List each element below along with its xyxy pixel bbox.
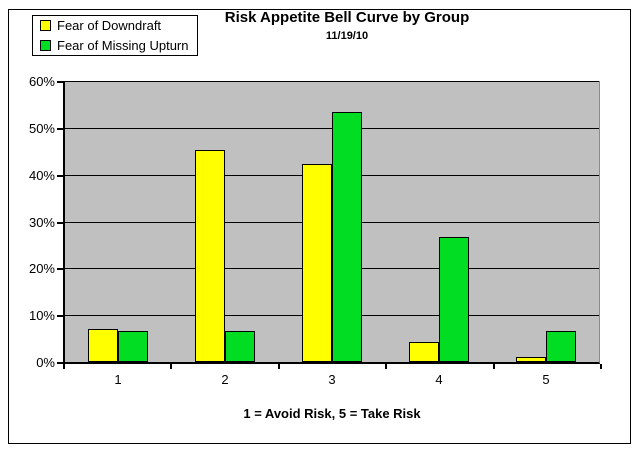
bar-series1-cat1: [118, 331, 148, 362]
x-tick-label-4: 4: [435, 372, 443, 387]
y-tick-40%: [57, 175, 63, 177]
bar-series1-cat3: [332, 112, 362, 362]
y-tick-60%: [57, 81, 63, 83]
y-tick-label-60%: 60%: [28, 74, 55, 89]
legend-item-downdraft: Fear of Downdraft: [40, 17, 197, 35]
x-axis-title: 1 = Avoid Risk, 5 = Take Risk: [243, 406, 421, 421]
bar-series1-cat4: [439, 237, 469, 362]
y-tick-30%: [57, 222, 63, 224]
x-tick-2: [278, 364, 280, 369]
legend-swatch-missing-upturn: [40, 40, 51, 51]
y-tick-50%: [57, 128, 63, 130]
x-tick-label-3: 3: [328, 372, 336, 387]
bar-series0-cat4: [409, 342, 439, 362]
legend-item-missing-upturn: Fear of Missing Upturn: [40, 37, 197, 55]
y-tick-label-0%: 0%: [36, 355, 55, 370]
x-tick-label-5: 5: [542, 372, 550, 387]
y-tick-label-10%: 10%: [28, 308, 55, 323]
y-tick-10%: [57, 315, 63, 317]
chart-border: [8, 9, 631, 444]
legend-swatch-downdraft: [40, 20, 51, 31]
legend-label-missing-upturn: Fear of Missing Upturn: [57, 38, 189, 53]
bar-series1-cat2: [225, 331, 255, 362]
chart-title: Risk Appetite Bell Curve by Group: [224, 9, 470, 26]
y-tick-label-30%: 30%: [28, 215, 55, 230]
bar-series0-cat2: [195, 150, 225, 362]
bar-series0-cat5: [516, 357, 546, 362]
y-tick-0%: [57, 362, 63, 364]
y-tick-label-50%: 50%: [28, 121, 55, 136]
x-tick-label-2: 2: [221, 372, 229, 387]
y-tick-label-40%: 40%: [28, 168, 55, 183]
y-tick-label-20%: 20%: [28, 261, 55, 276]
chart-subtitle: 11/19/10: [325, 30, 369, 42]
legend: Fear of Downdraft Fear of Missing Upturn: [32, 15, 198, 56]
bar-series1-cat5: [546, 331, 576, 362]
y-tick-20%: [57, 268, 63, 270]
bar-series0-cat3: [302, 164, 332, 362]
x-tick-3: [385, 364, 387, 369]
x-tick-label-1: 1: [114, 372, 122, 387]
x-tick-1: [170, 364, 172, 369]
x-tick-5: [600, 364, 602, 369]
gridline-60: [65, 81, 599, 82]
bar-series0-cat1: [88, 329, 118, 362]
x-tick-0: [63, 364, 65, 369]
legend-label-downdraft: Fear of Downdraft: [57, 18, 162, 33]
plot-area: [63, 81, 600, 364]
x-tick-4: [493, 364, 495, 369]
